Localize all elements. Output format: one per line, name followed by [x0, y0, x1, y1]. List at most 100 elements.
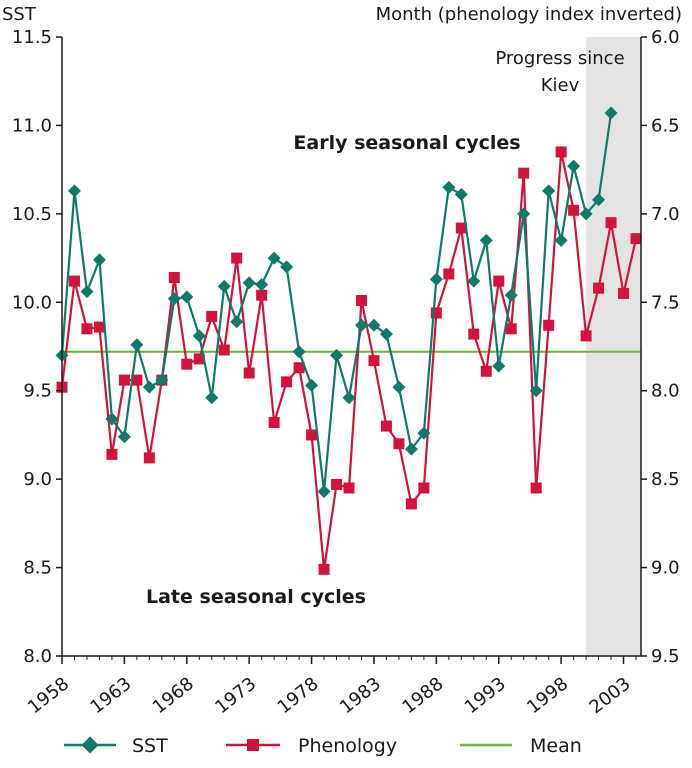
legend-item-phenology: Phenology	[226, 735, 397, 757]
sst-point-1984	[379, 327, 393, 341]
phenology-point-1964	[131, 374, 143, 386]
phenology-point-1985	[393, 438, 405, 450]
phenology-point-1994	[505, 323, 517, 335]
phenology-point-1959	[68, 275, 80, 287]
phenology-point-1975	[268, 417, 280, 429]
phenology-point-1999	[568, 204, 580, 216]
sst-point-1991	[467, 274, 481, 288]
sst-point-1989	[442, 180, 456, 194]
x-tick-label: 1988	[398, 673, 447, 718]
phenology-point-1984	[380, 420, 392, 432]
phenology-point-1965	[143, 452, 155, 464]
left-tick-label: 11.0	[12, 115, 52, 136]
phenology-point-1972	[231, 252, 243, 264]
phenology-point-1960	[81, 323, 93, 335]
phenology-point-1970	[206, 310, 218, 322]
phenology-point-1993	[493, 275, 505, 287]
phenology-point-1990	[455, 222, 467, 234]
sst-point-1998	[554, 233, 568, 247]
legend-phenology-marker	[247, 739, 259, 751]
legend: SST Phenology Mean	[64, 735, 582, 757]
legend-item-sst: SST	[64, 735, 168, 757]
legend-item-mean: Mean	[460, 735, 582, 757]
sst-point-1985	[392, 380, 406, 394]
phenology-point-1971	[218, 344, 230, 356]
series-layer	[55, 106, 642, 575]
right-tick-label: 7.5	[651, 292, 680, 313]
sst-point-2000	[579, 207, 593, 221]
phenology-point-1983	[368, 355, 380, 367]
legend-phenology-label: Phenology	[298, 735, 397, 757]
sst-point-1963	[117, 430, 131, 444]
sst-point-1999	[567, 159, 581, 173]
phenology-point-1963	[118, 374, 130, 386]
sst-point-1982	[354, 318, 368, 332]
phenology-point-1992	[480, 365, 492, 377]
axes-layer: 8.0 8.5 9.0 9.5 10.0 10.5 11.0 11.5 9.5 9.0 8.5 8.0…	[12, 27, 680, 718]
phenology-point-1997	[543, 319, 555, 331]
sst-point-1995	[517, 207, 531, 221]
phenology-point-1998	[555, 146, 567, 158]
sst-point-1980	[330, 348, 344, 362]
sst-point-2001	[592, 193, 606, 207]
sst-point-1987	[417, 426, 431, 440]
sst-point-1962	[105, 412, 119, 426]
sst-point-1959	[67, 184, 81, 198]
right-axis-title: Month (phenology index inverted)	[376, 4, 682, 25]
sst-point-1988	[429, 272, 443, 286]
sst-point-1990	[454, 187, 468, 201]
sst-point-1993	[492, 359, 506, 373]
phenology-point-1961	[93, 321, 105, 333]
phenology-point-2001	[593, 282, 605, 294]
legend-mean-label: Mean	[530, 735, 582, 757]
phenology-point-1986	[405, 498, 417, 510]
sst-point-1964	[130, 338, 144, 352]
sst-point-2002	[604, 106, 618, 120]
sst-point-1961	[92, 253, 106, 267]
sst-point-1975	[267, 251, 281, 265]
sst-point-1994	[504, 288, 518, 302]
sst-point-1971	[217, 279, 231, 293]
right-tick-label: 8.5	[651, 469, 680, 490]
sst-point-1996	[529, 384, 543, 398]
sst-point-1997	[542, 184, 556, 198]
sst-point-1978	[305, 378, 319, 392]
x-tick-label: 1983	[336, 673, 385, 718]
phenology-point-2003	[618, 287, 630, 299]
x-tick-label: 1998	[523, 673, 572, 718]
right-tick-label: 9.5	[651, 646, 680, 667]
phenology-point-1981	[343, 482, 355, 494]
left-tick-label: 9.5	[23, 381, 52, 402]
x-tick-label: 1963	[86, 673, 135, 718]
right-tick-label: 7.0	[651, 204, 680, 225]
shaded-region-label-line1: Progress since	[495, 48, 624, 69]
phenology-point-1974	[256, 289, 268, 301]
right-tick-label: 6.5	[651, 115, 680, 136]
phenology-line	[60, 150, 638, 571]
phenology-point-1995	[518, 167, 530, 179]
sst-point-1981	[342, 391, 356, 405]
x-tick-label: 1978	[274, 673, 323, 718]
x-tick-label: 1968	[149, 673, 198, 718]
phenology-point-1982	[355, 295, 367, 307]
sst-point-1986	[404, 442, 418, 456]
sst-point-1968	[180, 290, 194, 304]
legend-sst-label: SST	[132, 735, 168, 757]
sst-point-1979	[317, 485, 331, 499]
sst-point-1974	[255, 278, 269, 292]
sst-point-1960	[80, 285, 94, 299]
phenology-point-1979	[318, 563, 330, 575]
x-tick-label: 2003	[586, 673, 635, 718]
left-tick-label: 10.0	[12, 292, 52, 313]
sst-point-1972	[230, 315, 244, 329]
sst-point-1977	[292, 345, 306, 359]
sst-point-1965	[142, 380, 156, 394]
left-axis-title: SST	[2, 4, 37, 25]
phenology-point-1973	[243, 367, 255, 379]
phenology-point-2000	[580, 330, 592, 342]
left-tick-label: 10.5	[12, 204, 52, 225]
right-tick-label: 9.0	[651, 558, 680, 579]
phenology-point-1967	[168, 272, 180, 284]
left-tick-label: 9.0	[23, 469, 52, 490]
